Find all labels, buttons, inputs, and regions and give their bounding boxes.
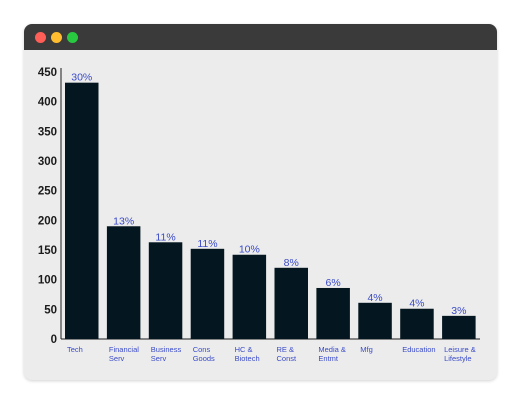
x-tick-label: Business Serv [151, 345, 182, 363]
bar [232, 254, 267, 339]
bar [190, 248, 225, 339]
bar-data-label: 3% [451, 305, 466, 317]
y-tick-label: 0 [51, 334, 57, 346]
bar-data-label: 11% [155, 231, 175, 243]
bar-data-label: 4% [409, 298, 424, 310]
y-tick-label: 200 [38, 215, 57, 227]
y-tick-label: 400 [38, 97, 57, 109]
x-tick-label: Media & Entmt [318, 345, 346, 363]
app-window: 0 50 100 150 200 250 300 350 400 450 30% Tech 13% Fin… [24, 24, 497, 380]
x-tick-label: HC & Biotech [235, 345, 260, 363]
bar [400, 308, 434, 339]
bar-chart: 0 50 100 150 200 250 300 350 400 450 30% Tech 13% Fin… [38, 67, 480, 363]
y-tick-label: 100 [38, 275, 57, 287]
minimize-window-button[interactable] [51, 32, 62, 43]
y-tick-label: 150 [38, 245, 57, 257]
bar-data-label: 13% [113, 215, 134, 227]
x-tick-label: Mfg [360, 345, 373, 354]
close-window-button[interactable] [35, 32, 46, 43]
bar-data-label: 11% [197, 238, 217, 250]
bar-data-label: 4% [367, 292, 382, 304]
bar-data-label: 8% [284, 257, 299, 269]
x-tick-label: Cons Goods [193, 345, 215, 363]
bar [148, 242, 183, 339]
bar [65, 82, 99, 340]
bar [274, 267, 308, 339]
x-tick-label: Financial Serv [109, 345, 139, 363]
maximize-window-button[interactable] [67, 32, 78, 43]
bar [106, 226, 141, 339]
x-tick-label: Education [402, 345, 435, 354]
x-tick-label: RE & Const [277, 345, 298, 363]
title-bar [24, 24, 497, 50]
y-tick-label: 350 [38, 126, 57, 138]
x-tick-label: Tech [67, 345, 83, 354]
y-tick-label: 250 [38, 186, 57, 198]
bar-data-label: 10% [239, 244, 260, 256]
bar-data-label: 6% [326, 277, 341, 289]
y-tick-label: 300 [38, 156, 57, 168]
bar [442, 315, 476, 339]
bar-data-label: 30% [71, 72, 92, 84]
bar [316, 287, 350, 339]
x-tick-label: Leisure & Lifestyle [444, 345, 476, 363]
y-tick-label: 50 [44, 304, 57, 316]
y-tick-label: 450 [38, 67, 57, 79]
bar [358, 302, 392, 339]
